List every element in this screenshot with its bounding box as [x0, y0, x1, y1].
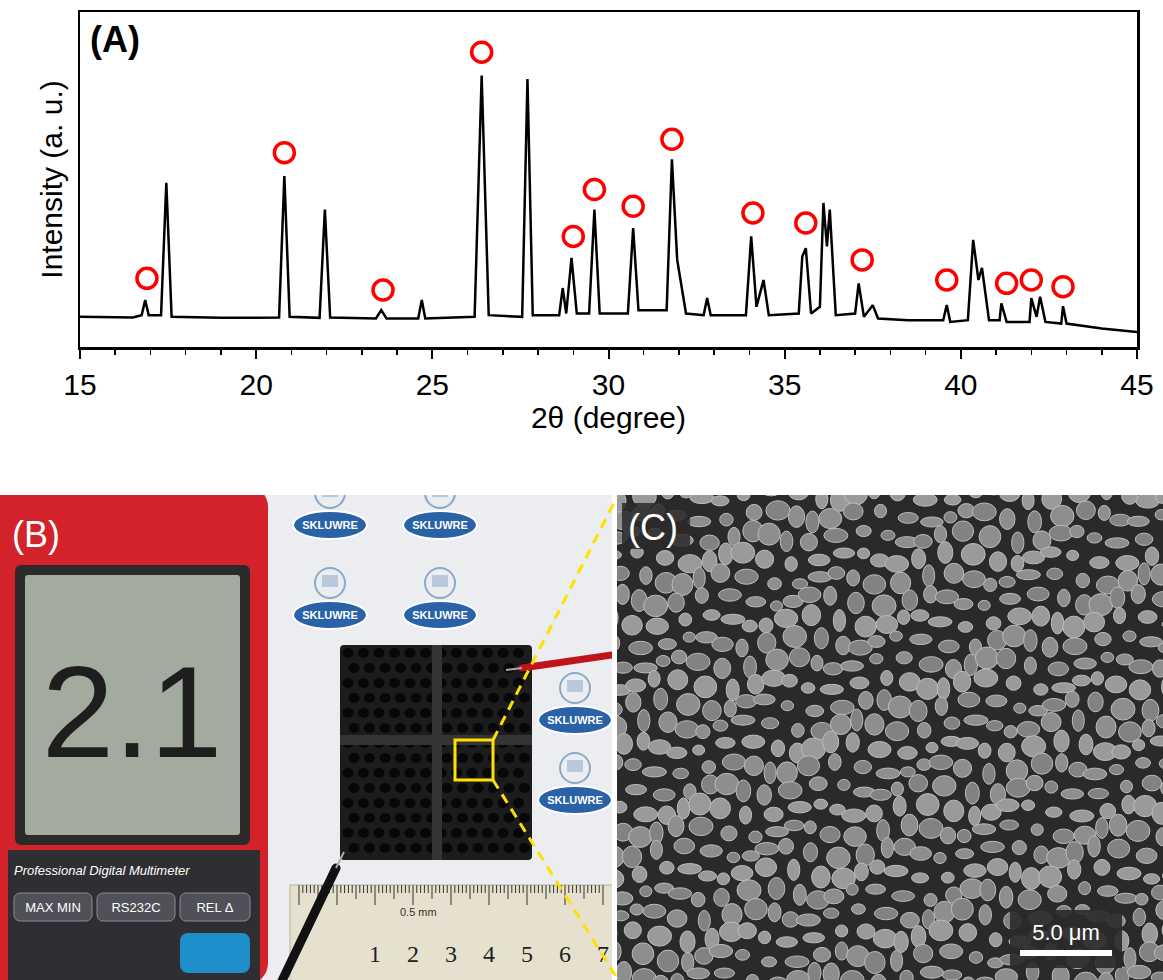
svg-text:6: 6	[559, 941, 571, 967]
svg-text:0.5 mm: 0.5 mm	[400, 906, 437, 918]
svg-text:45: 45	[1120, 368, 1153, 401]
svg-text:5: 5	[521, 941, 533, 967]
svg-text:(C): (C)	[628, 507, 678, 548]
svg-text:SKLUWRE: SKLUWRE	[302, 609, 358, 621]
svg-text:SKLUWRE: SKLUWRE	[412, 519, 468, 531]
svg-text:Intensity (a. u.): Intensity (a. u.)	[35, 80, 68, 278]
svg-text:RS232C: RS232C	[111, 900, 160, 915]
svg-text:(B): (B)	[12, 514, 60, 555]
svg-text:40: 40	[944, 368, 977, 401]
svg-text:7: 7	[597, 941, 609, 967]
svg-text:MAX MIN: MAX MIN	[25, 900, 81, 915]
svg-text:2: 2	[407, 941, 419, 967]
svg-text:REL Δ: REL Δ	[196, 900, 233, 915]
svg-text:25: 25	[416, 368, 449, 401]
svg-text:SKLUWRE: SKLUWRE	[547, 794, 603, 806]
svg-text:SKLUWRE: SKLUWRE	[302, 519, 358, 531]
svg-text:2.1: 2.1	[42, 639, 223, 785]
svg-text:3: 3	[445, 941, 457, 967]
svg-text:5.0 μm: 5.0 μm	[1032, 920, 1100, 945]
svg-text:20: 20	[239, 368, 272, 401]
svg-text:30: 30	[592, 368, 625, 401]
svg-text:2θ (degree): 2θ (degree)	[531, 401, 686, 434]
svg-text:35: 35	[768, 368, 801, 401]
svg-text:SKLUWRE: SKLUWRE	[547, 714, 603, 726]
svg-text:4: 4	[483, 941, 495, 967]
svg-text:Professional Digital Multimete: Professional Digital Multimeter	[14, 863, 190, 878]
svg-text:(A): (A)	[90, 19, 140, 60]
svg-text:SKLUWRE: SKLUWRE	[412, 609, 468, 621]
svg-text:15: 15	[63, 368, 96, 401]
svg-text:1: 1	[369, 941, 381, 967]
